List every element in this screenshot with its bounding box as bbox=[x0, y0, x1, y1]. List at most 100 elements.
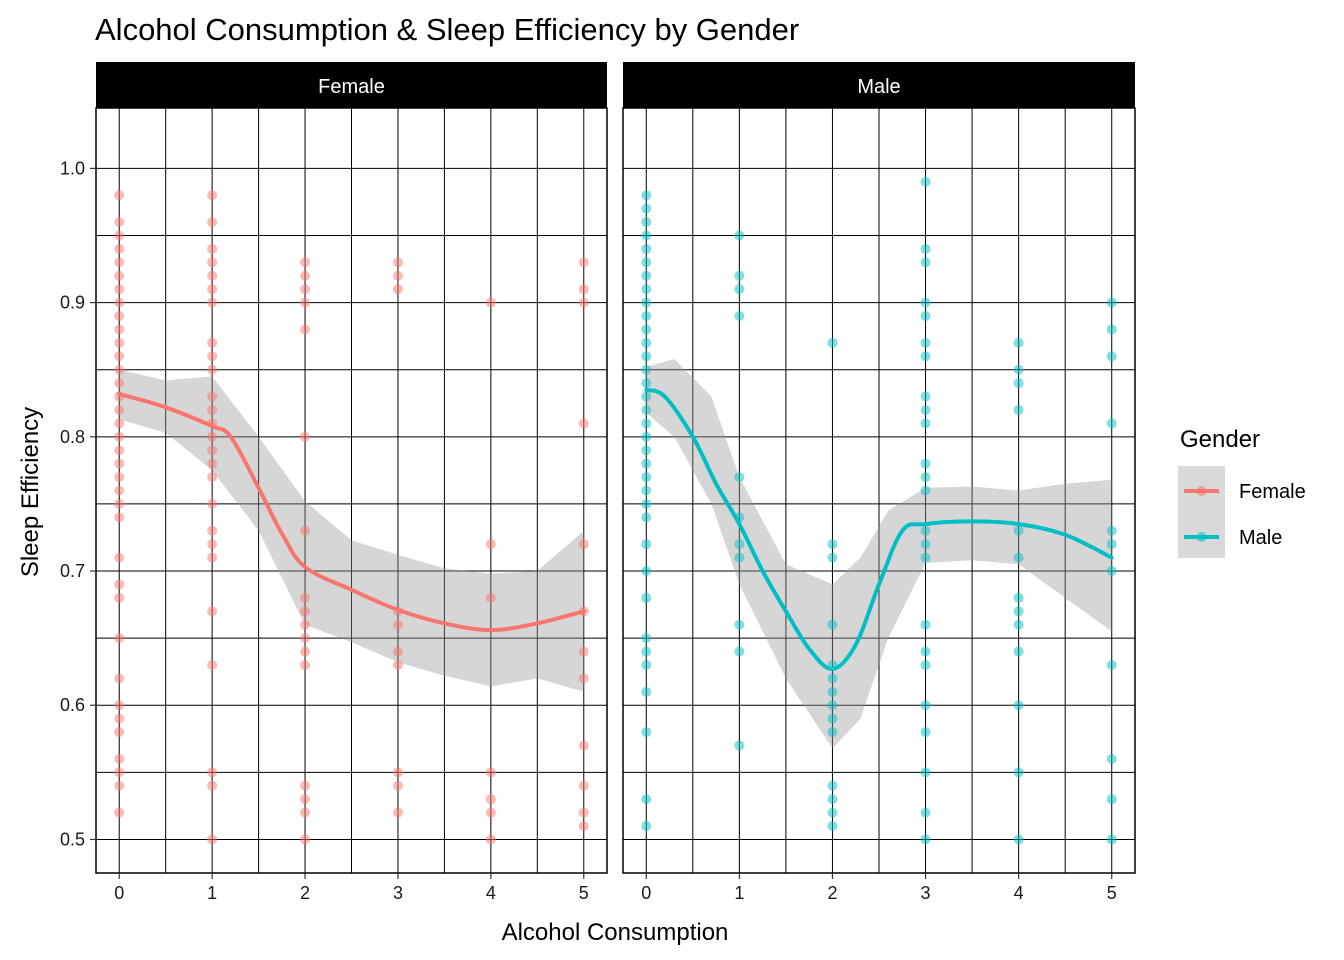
data-point bbox=[641, 190, 652, 201]
data-point bbox=[114, 324, 125, 335]
data-point bbox=[641, 203, 652, 214]
data-point bbox=[114, 364, 125, 375]
data-point bbox=[920, 552, 931, 563]
data-point bbox=[734, 619, 745, 630]
data-point bbox=[641, 297, 652, 308]
data-point bbox=[920, 176, 931, 187]
data-point bbox=[1106, 324, 1117, 335]
data-point bbox=[641, 659, 652, 670]
data-point bbox=[300, 834, 311, 845]
data-point bbox=[114, 404, 125, 415]
data-point bbox=[207, 498, 218, 509]
x-axis: 0 1 2 3 4 5 0 1 2 3 4 5 bbox=[114, 873, 1117, 903]
data-point bbox=[114, 270, 125, 281]
data-point bbox=[734, 284, 745, 295]
data-point bbox=[392, 767, 403, 778]
data-point bbox=[392, 284, 403, 295]
data-point bbox=[114, 633, 125, 644]
data-point bbox=[300, 659, 311, 670]
y-tick-label: 0.9 bbox=[60, 293, 85, 313]
data-point bbox=[207, 431, 218, 442]
y-tick-label: 0.8 bbox=[60, 427, 85, 447]
data-point bbox=[920, 337, 931, 348]
data-point bbox=[114, 297, 125, 308]
data-point bbox=[114, 378, 125, 389]
data-point bbox=[1013, 592, 1024, 603]
data-point bbox=[641, 431, 652, 442]
data-point bbox=[641, 337, 652, 348]
data-point bbox=[207, 659, 218, 670]
data-point bbox=[207, 472, 218, 483]
data-point bbox=[641, 351, 652, 362]
data-point bbox=[734, 472, 745, 483]
y-axis-title: Sleep Efficiency bbox=[17, 407, 44, 577]
data-point bbox=[207, 525, 218, 536]
x-axis-title: Alcohol Consumption bbox=[502, 919, 729, 946]
data-point bbox=[920, 257, 931, 268]
smooth-line bbox=[644, 387, 1114, 671]
data-point bbox=[641, 418, 652, 429]
data-point bbox=[920, 458, 931, 469]
data-point bbox=[207, 391, 218, 402]
data-point bbox=[114, 337, 125, 348]
data-point bbox=[207, 284, 218, 295]
data-point bbox=[114, 753, 125, 764]
data-point bbox=[392, 257, 403, 268]
data-point bbox=[641, 257, 652, 268]
data-point bbox=[485, 592, 496, 603]
legend-label: Male bbox=[1239, 527, 1282, 549]
data-point bbox=[827, 686, 838, 697]
data-point bbox=[578, 780, 589, 791]
data-point bbox=[207, 445, 218, 456]
x-tick-label: 1 bbox=[734, 883, 744, 903]
data-point bbox=[1106, 351, 1117, 362]
data-point bbox=[578, 257, 589, 268]
data-point bbox=[641, 217, 652, 228]
data-point bbox=[920, 351, 931, 362]
facet-strip-label: Female bbox=[318, 76, 385, 98]
data-point bbox=[300, 592, 311, 603]
data-point bbox=[1106, 566, 1117, 577]
data-point bbox=[578, 539, 589, 550]
y-tick-label: 1.0 bbox=[60, 158, 85, 178]
data-point bbox=[920, 525, 931, 536]
data-point bbox=[114, 472, 125, 483]
panel-female: Female bbox=[95, 62, 608, 874]
panel-border bbox=[622, 107, 1136, 874]
data-point bbox=[300, 257, 311, 268]
data-point bbox=[1106, 659, 1117, 670]
data-point bbox=[207, 404, 218, 415]
data-point bbox=[485, 539, 496, 550]
data-point bbox=[641, 270, 652, 281]
data-point bbox=[114, 418, 125, 429]
data-point bbox=[1013, 700, 1024, 711]
data-point bbox=[641, 472, 652, 483]
data-point bbox=[641, 230, 652, 241]
data-point bbox=[114, 807, 125, 818]
data-point bbox=[1013, 767, 1024, 778]
data-point bbox=[641, 445, 652, 456]
data-point bbox=[114, 512, 125, 523]
data-point bbox=[207, 337, 218, 348]
data-point bbox=[392, 270, 403, 281]
data-point bbox=[578, 646, 589, 657]
data-point bbox=[920, 767, 931, 778]
data-point bbox=[1013, 337, 1024, 348]
data-point bbox=[207, 243, 218, 254]
data-point bbox=[1106, 539, 1117, 550]
data-point bbox=[641, 512, 652, 523]
confidence-band bbox=[119, 369, 584, 692]
data-point bbox=[920, 807, 931, 818]
x-tick-label: 2 bbox=[300, 883, 310, 903]
data-point bbox=[920, 646, 931, 657]
data-point bbox=[734, 311, 745, 322]
legend-point bbox=[1196, 532, 1207, 542]
data-point bbox=[1106, 297, 1117, 308]
data-point bbox=[114, 713, 125, 724]
data-point bbox=[114, 592, 125, 603]
data-point bbox=[300, 525, 311, 536]
data-point bbox=[207, 606, 218, 617]
data-point bbox=[1106, 794, 1117, 805]
data-point bbox=[920, 659, 931, 670]
